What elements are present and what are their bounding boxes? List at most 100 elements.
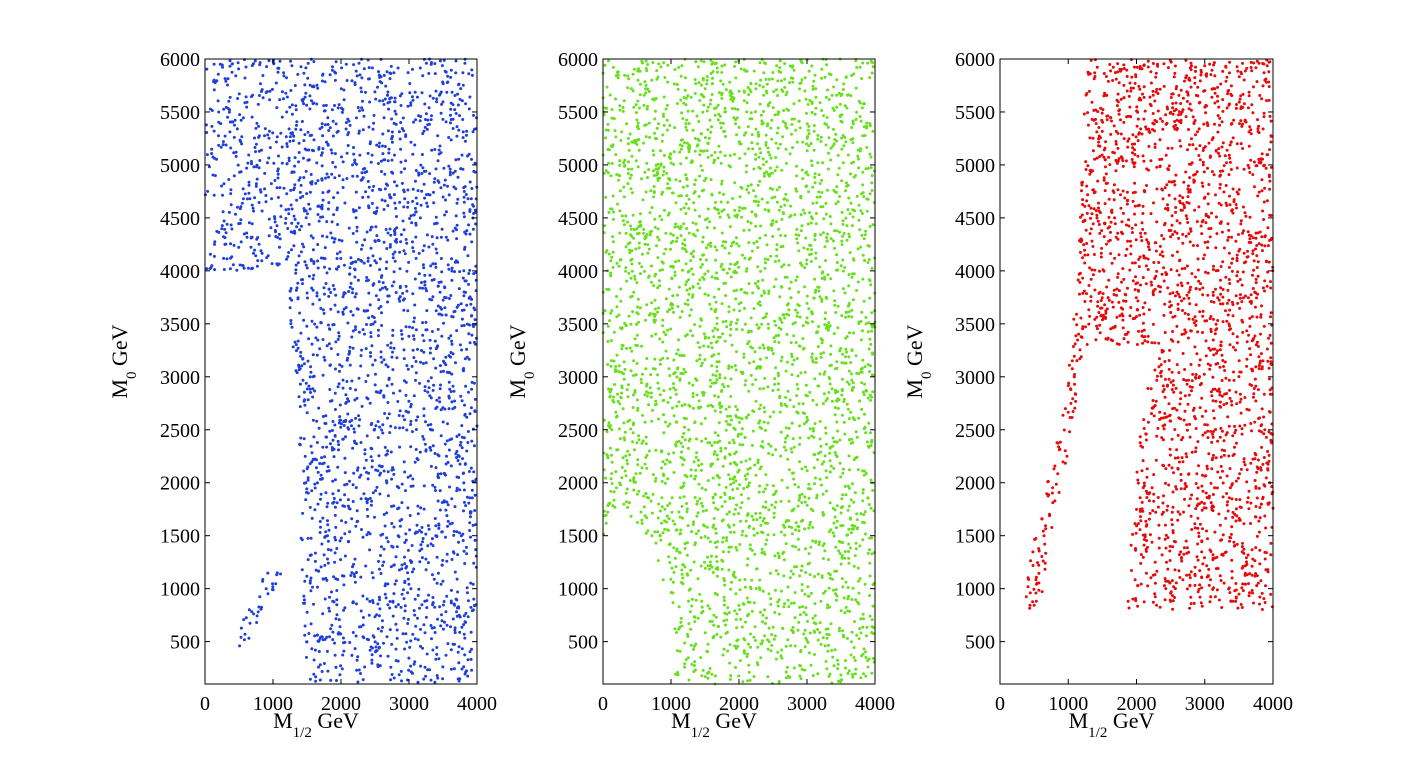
data-point xyxy=(423,385,427,389)
data-point xyxy=(781,135,785,139)
data-point xyxy=(651,473,655,476)
data-point xyxy=(830,399,834,403)
data-point xyxy=(302,71,306,75)
data-point xyxy=(605,430,609,434)
data-point xyxy=(847,232,851,236)
data-point xyxy=(349,281,353,285)
data-point xyxy=(319,321,323,325)
data-point xyxy=(438,400,442,404)
data-point xyxy=(355,509,359,513)
data-point xyxy=(348,266,352,270)
data-point xyxy=(640,441,644,445)
data-point xyxy=(308,387,312,391)
data-point xyxy=(869,398,873,402)
data-point xyxy=(393,250,397,254)
data-point xyxy=(411,246,415,250)
data-point xyxy=(725,271,729,275)
data-point xyxy=(866,330,870,334)
data-point xyxy=(634,103,638,107)
data-point xyxy=(456,590,460,594)
data-point xyxy=(359,441,363,444)
data-point xyxy=(647,247,651,251)
data-point xyxy=(338,250,342,254)
data-point xyxy=(409,561,413,564)
data-point xyxy=(250,64,254,68)
data-point xyxy=(858,399,862,403)
data-point xyxy=(408,82,412,85)
data-point xyxy=(848,486,851,490)
data-point xyxy=(406,571,410,575)
data-point xyxy=(678,649,682,653)
data-point xyxy=(763,208,767,212)
data-point xyxy=(705,149,709,153)
data-point xyxy=(297,151,301,154)
data-point xyxy=(265,90,269,94)
data-point xyxy=(772,90,776,94)
data-point xyxy=(294,271,298,275)
data-point xyxy=(317,147,321,151)
data-point xyxy=(293,164,297,168)
data-point xyxy=(861,499,865,503)
data-point xyxy=(823,644,827,648)
data-point xyxy=(640,518,644,522)
data-point xyxy=(366,151,370,155)
data-point xyxy=(795,237,799,241)
x-tick-label: 3000 xyxy=(389,693,429,715)
data-point xyxy=(335,208,339,212)
data-point xyxy=(795,140,799,144)
data-point xyxy=(678,551,682,555)
data-point xyxy=(336,439,340,443)
data-point xyxy=(709,98,713,102)
data-point xyxy=(470,380,474,384)
data-point xyxy=(794,278,798,282)
data-point xyxy=(782,558,786,562)
data-point xyxy=(747,329,751,333)
data-point xyxy=(365,276,369,279)
data-point xyxy=(436,571,440,575)
data-point xyxy=(812,124,816,128)
data-point xyxy=(755,323,759,327)
data-point xyxy=(337,331,341,335)
data-point xyxy=(321,191,325,195)
data-point xyxy=(803,645,807,649)
data-point xyxy=(845,106,849,110)
data-point xyxy=(417,587,421,591)
data-point xyxy=(798,442,801,446)
data-point xyxy=(405,428,409,432)
data-point xyxy=(308,375,312,379)
data-point xyxy=(348,387,352,390)
data-point xyxy=(445,594,449,598)
data-point xyxy=(349,256,353,260)
data-point xyxy=(630,167,634,171)
data-point xyxy=(257,166,261,170)
data-point xyxy=(339,664,343,668)
data-point xyxy=(449,107,453,111)
data-point xyxy=(451,127,455,130)
data-point xyxy=(686,270,690,274)
data-point xyxy=(803,495,807,499)
data-point xyxy=(413,597,417,601)
data-point xyxy=(212,80,216,84)
data-point xyxy=(457,454,461,458)
data-point xyxy=(719,635,723,639)
data-point xyxy=(867,503,871,506)
data-point xyxy=(351,346,355,350)
data-point xyxy=(656,381,660,385)
data-point xyxy=(777,374,780,378)
data-point xyxy=(299,436,303,440)
data-point xyxy=(347,352,351,356)
data-point xyxy=(606,324,610,328)
data-point xyxy=(734,60,738,64)
data-point xyxy=(780,168,784,172)
data-point xyxy=(371,646,374,650)
data-point xyxy=(356,106,360,109)
data-point xyxy=(392,391,395,395)
data-point xyxy=(731,438,735,442)
data-point xyxy=(817,190,821,194)
data-point xyxy=(461,136,465,140)
data-point xyxy=(431,648,435,652)
data-point xyxy=(353,575,357,578)
data-point xyxy=(762,406,766,410)
data-point xyxy=(407,399,411,403)
data-point xyxy=(398,267,402,271)
